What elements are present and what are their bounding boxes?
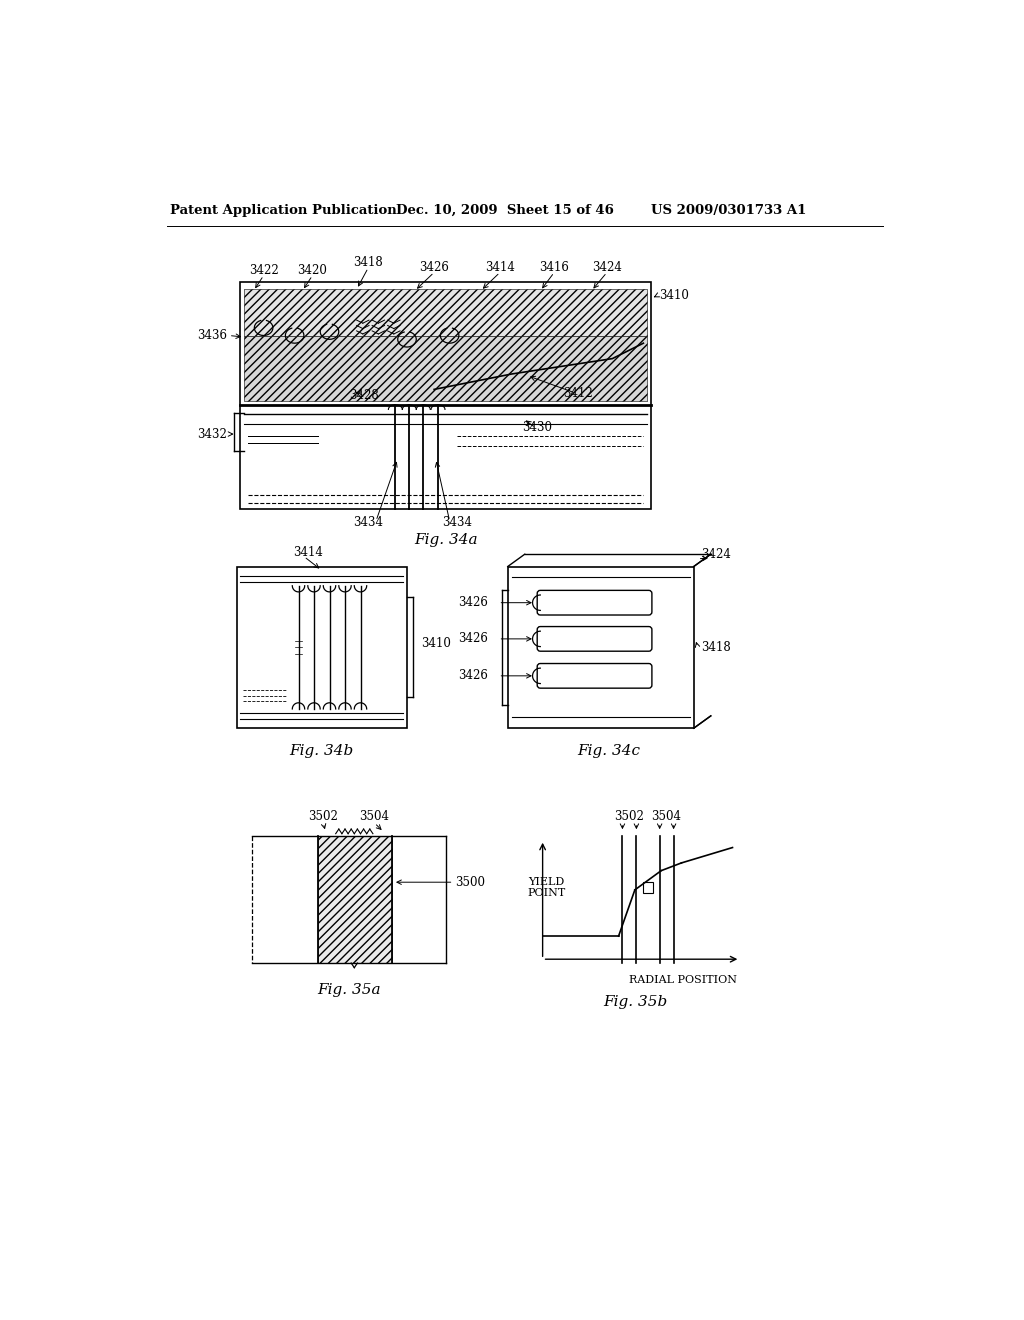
Text: Patent Application Publication: Patent Application Publication <box>170 205 396 218</box>
Text: Dec. 10, 2009  Sheet 15 of 46: Dec. 10, 2009 Sheet 15 of 46 <box>396 205 614 218</box>
Text: 3412: 3412 <box>562 387 592 400</box>
Text: 3416: 3416 <box>540 261 569 275</box>
Bar <box>245 335 647 401</box>
Text: Fig. 34c: Fig. 34c <box>577 744 640 758</box>
Text: 3502: 3502 <box>613 810 644 824</box>
Bar <box>508 566 693 729</box>
Text: Fig. 35a: Fig. 35a <box>317 983 381 997</box>
Text: 3502: 3502 <box>308 810 338 824</box>
FancyBboxPatch shape <box>538 664 652 688</box>
Bar <box>241 281 651 508</box>
Text: 3414: 3414 <box>485 261 515 275</box>
Text: 3420: 3420 <box>298 264 328 277</box>
Text: 3434: 3434 <box>442 516 472 529</box>
Text: Fig. 34b: Fig. 34b <box>290 744 354 758</box>
Text: YIELD
POINT: YIELD POINT <box>527 876 565 899</box>
Text: 3434: 3434 <box>353 516 383 529</box>
Bar <box>317 836 391 964</box>
Text: 3504: 3504 <box>359 810 389 824</box>
Text: 3410: 3410 <box>658 289 689 302</box>
Text: 3410: 3410 <box>421 638 451 649</box>
Text: 3414: 3414 <box>293 546 323 560</box>
Text: 3418: 3418 <box>353 256 383 269</box>
Text: 3424: 3424 <box>592 261 622 275</box>
Text: 3424: 3424 <box>701 548 731 561</box>
Text: Fig. 34a: Fig. 34a <box>414 532 477 546</box>
Text: 3500: 3500 <box>455 875 485 888</box>
Text: 3422: 3422 <box>249 264 279 277</box>
Text: 3436: 3436 <box>198 329 227 342</box>
Text: 3426: 3426 <box>419 261 450 275</box>
Text: 3430: 3430 <box>522 421 552 434</box>
FancyBboxPatch shape <box>538 590 652 615</box>
Bar <box>643 882 653 892</box>
Bar <box>245 289 647 335</box>
Text: US 2009/0301733 A1: US 2009/0301733 A1 <box>651 205 806 218</box>
FancyBboxPatch shape <box>538 627 652 651</box>
Bar <box>237 566 407 729</box>
Text: 3426: 3426 <box>459 669 488 682</box>
Text: 3432: 3432 <box>198 428 227 441</box>
Text: Fig. 35b: Fig. 35b <box>603 994 668 1008</box>
Text: 3426: 3426 <box>459 597 488 610</box>
Text: 3426: 3426 <box>459 632 488 645</box>
Text: 3504: 3504 <box>651 810 681 824</box>
Text: RADIAL POSITION: RADIAL POSITION <box>629 975 737 985</box>
Text: 3428: 3428 <box>349 389 379 403</box>
Text: 3418: 3418 <box>701 640 731 653</box>
